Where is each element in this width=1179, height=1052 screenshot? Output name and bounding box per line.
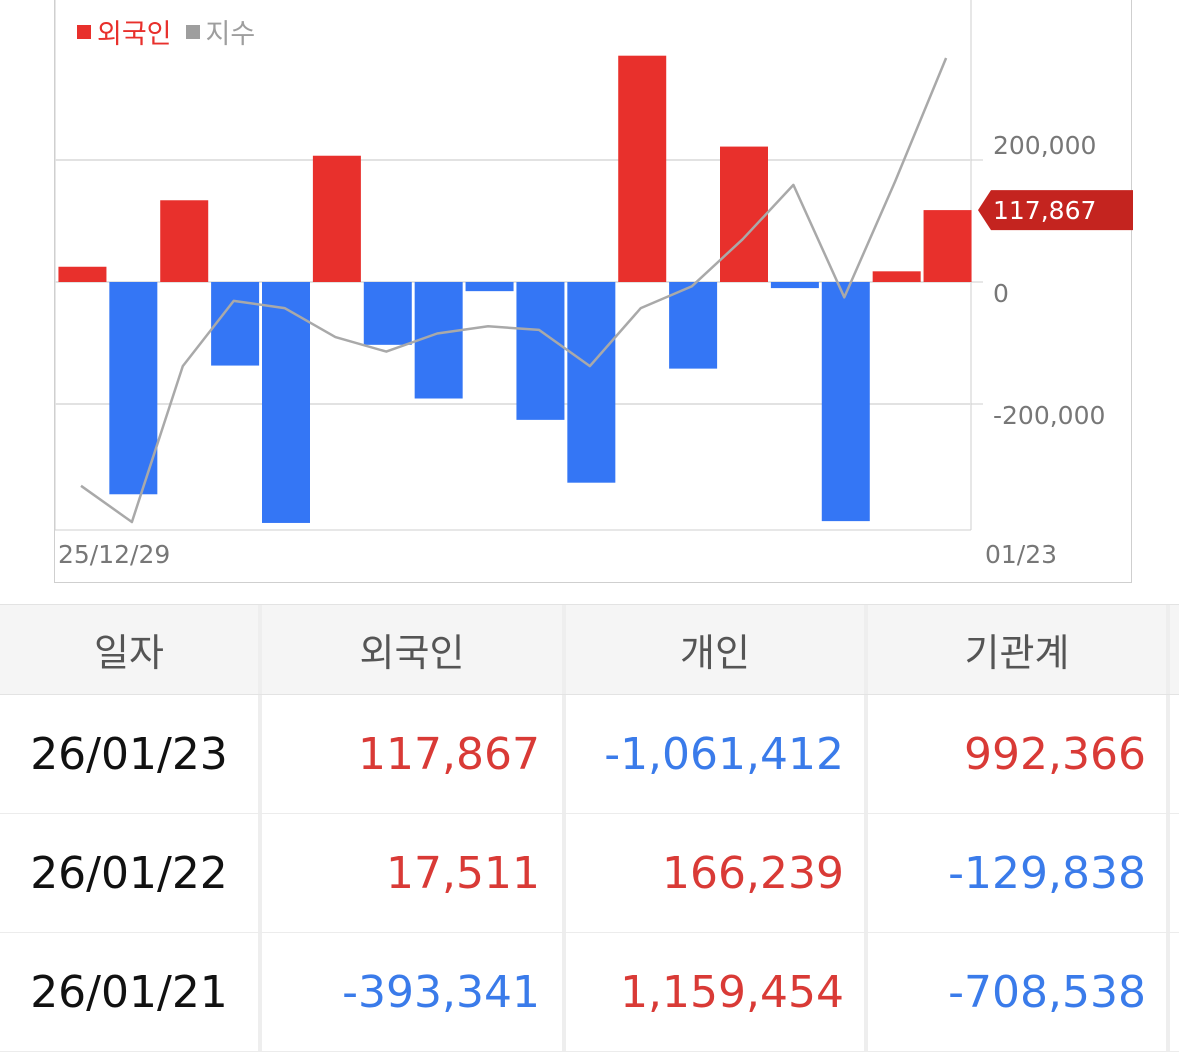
row-foreign: -393,341 [262, 933, 566, 1051]
legend-item-index: 지수 [185, 12, 256, 51]
x-end-label: 01/23 [985, 540, 1057, 569]
row-date: 26/01/22 [0, 814, 262, 932]
row-date: 26/01/21 [0, 933, 262, 1051]
header-individual: 개인 [566, 605, 868, 694]
row-institution: -129,838 [868, 814, 1170, 932]
table-row[interactable]: 26/01/23 117,867 -1,061,412 992,366 [0, 695, 1179, 814]
bar [923, 210, 972, 282]
table-row[interactable]: 26/01/22 17,511 166,239 -129,838 [0, 814, 1179, 933]
table-header: 일자 외국인 개인 기관계 [0, 604, 1179, 695]
bar [669, 282, 718, 369]
header-foreign: 외국인 [262, 605, 566, 694]
chart-legend: 외국인 지수 [77, 12, 255, 51]
row-overflow [1170, 814, 1179, 932]
y-tick-label: 0 [993, 279, 1009, 308]
row-overflow [1170, 695, 1179, 813]
row-institution: -708,538 [868, 933, 1170, 1051]
foreign-net-buying-chart: 200,000 0 -200,000 25/12/29 01/23 117,867 [54, 0, 1133, 569]
x-start-label: 25/12/29 [58, 540, 170, 569]
bar [720, 146, 768, 282]
bar [567, 282, 616, 483]
row-overflow [1170, 933, 1179, 1051]
bar [262, 282, 310, 523]
current-value-label: 117,867 [993, 196, 1096, 225]
legend-swatch-foreign [77, 24, 91, 39]
header-date: 일자 [0, 605, 262, 694]
bar [211, 282, 260, 366]
row-individual: -1,061,412 [566, 695, 868, 813]
y-tick-label: -200,000 [993, 401, 1105, 430]
legend-label-index: 지수 [205, 19, 256, 50]
row-individual: 1,159,454 [566, 933, 868, 1051]
bar [465, 282, 514, 292]
legend-label-foreign: 외국인 [97, 19, 172, 50]
bar [109, 282, 158, 495]
current-value-badge [978, 190, 1133, 231]
bar [770, 282, 819, 289]
bar [618, 55, 667, 282]
y-tick-label: 200,000 [993, 131, 1096, 160]
legend-swatch-index [185, 24, 200, 39]
bar [312, 155, 361, 282]
bar [414, 282, 463, 399]
row-foreign: 17,511 [262, 814, 566, 932]
row-institution: 992,366 [868, 695, 1170, 813]
row-individual: 166,239 [566, 814, 868, 932]
bar [821, 282, 870, 522]
row-date: 26/01/23 [0, 695, 262, 813]
table-row[interactable]: 26/01/21 -393,341 1,159,454 -708,538 [0, 933, 1179, 1052]
bar [516, 282, 565, 420]
bar [872, 271, 921, 282]
legend-item-foreign: 외국인 [77, 12, 172, 51]
index-line [80, 57, 948, 524]
header-overflow [1170, 605, 1179, 694]
row-foreign: 117,867 [262, 695, 566, 813]
investor-table: 일자 외국인 개인 기관계 26/01/23 117,867 -1,061,41… [0, 604, 1179, 1052]
bar [58, 266, 107, 282]
bar [363, 282, 412, 345]
header-institution: 기관계 [868, 605, 1170, 694]
bar [160, 200, 209, 282]
